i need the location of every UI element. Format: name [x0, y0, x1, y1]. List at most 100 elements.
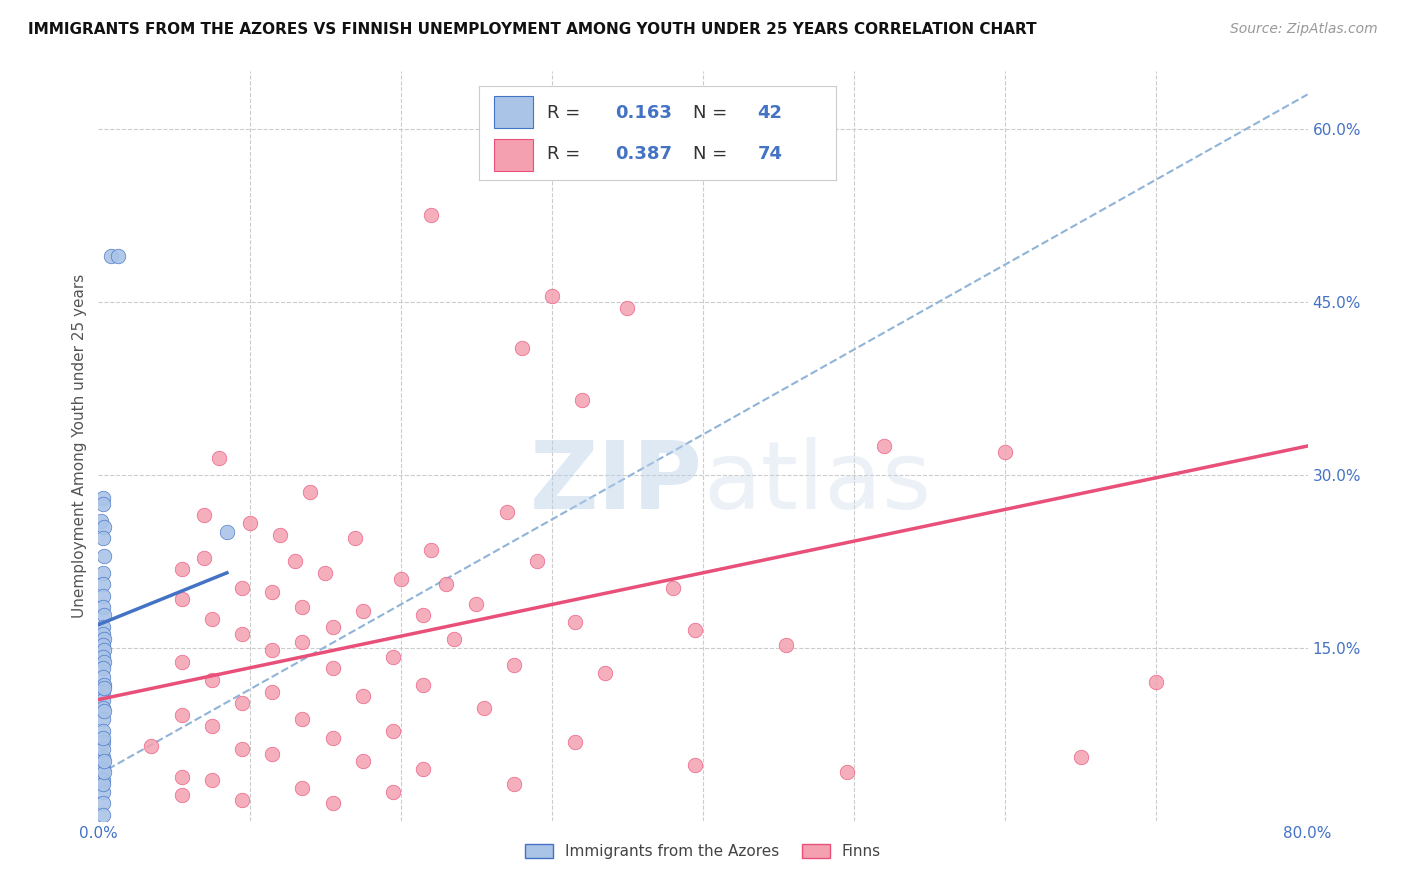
Point: [291, 781, 314, 796]
Point: [91, 692, 114, 706]
Point: [775, 639, 797, 653]
Text: ZIP: ZIP: [530, 437, 703, 530]
Point: [299, 485, 322, 500]
Point: [382, 785, 405, 799]
Point: [269, 528, 291, 542]
Point: [170, 655, 193, 669]
Point: [215, 525, 238, 540]
Point: [495, 505, 517, 519]
Point: [503, 777, 526, 791]
Point: [420, 209, 443, 223]
Point: [291, 712, 314, 726]
Point: [231, 742, 253, 756]
Point: [93, 519, 115, 533]
Point: [91, 723, 114, 738]
Point: [239, 516, 262, 531]
Point: [91, 589, 114, 603]
Point: [1070, 750, 1092, 764]
Point: [994, 444, 1017, 458]
Point: [571, 392, 593, 407]
Point: [93, 765, 115, 780]
Point: [91, 797, 114, 811]
Point: [93, 754, 115, 768]
Point: [1144, 675, 1167, 690]
Point: [420, 542, 443, 557]
Point: [208, 450, 231, 465]
Point: [692, 104, 714, 119]
Point: [91, 497, 114, 511]
Point: [91, 620, 114, 634]
Point: [593, 666, 616, 681]
Point: [526, 554, 548, 568]
Point: [540, 289, 562, 303]
Point: [91, 773, 114, 788]
Point: [231, 793, 253, 807]
Point: [564, 735, 586, 749]
Point: [91, 700, 114, 714]
Point: [262, 585, 284, 599]
Point: [93, 681, 115, 695]
Point: [91, 661, 114, 675]
Point: [685, 624, 707, 638]
Legend: Immigrants from the Azores, Finns: Immigrants from the Azores, Finns: [519, 838, 887, 865]
Point: [835, 765, 858, 780]
Point: [170, 592, 193, 607]
Point: [93, 632, 115, 646]
Text: Source: ZipAtlas.com: Source: ZipAtlas.com: [1230, 22, 1378, 37]
Point: [322, 661, 344, 675]
Point: [465, 597, 488, 611]
Y-axis label: Unemployment Among Youth under 25 years: Unemployment Among Youth under 25 years: [72, 274, 87, 618]
Point: [231, 581, 253, 595]
Point: [661, 581, 683, 595]
Point: [93, 643, 115, 657]
Point: [434, 577, 457, 591]
Point: [873, 439, 896, 453]
Point: [91, 742, 114, 756]
Point: [564, 615, 586, 630]
Point: [685, 758, 707, 772]
Point: [262, 643, 284, 657]
Point: [193, 550, 215, 565]
Point: [291, 635, 314, 649]
Point: [91, 712, 114, 726]
Point: [91, 566, 114, 580]
Point: [91, 731, 114, 745]
Point: [91, 750, 114, 764]
Point: [93, 704, 115, 718]
Point: [262, 747, 284, 761]
Point: [412, 762, 434, 776]
Point: [91, 735, 114, 749]
Point: [231, 696, 253, 710]
Point: [170, 789, 193, 803]
Point: [93, 678, 115, 692]
Point: [314, 566, 336, 580]
Point: [91, 684, 114, 698]
Point: [100, 249, 122, 263]
Point: [352, 604, 374, 618]
Point: [91, 785, 114, 799]
Text: atlas: atlas: [703, 437, 931, 530]
Point: [201, 773, 224, 788]
Point: [91, 669, 114, 683]
Point: [91, 649, 114, 664]
Point: [91, 491, 114, 505]
Point: [262, 684, 284, 698]
Point: [141, 739, 163, 753]
Point: [107, 249, 129, 263]
Point: [322, 731, 344, 745]
Point: [93, 655, 115, 669]
Point: [170, 562, 193, 576]
Point: [91, 577, 114, 591]
Point: [443, 632, 465, 646]
Point: [382, 649, 405, 664]
Point: [231, 627, 253, 641]
Point: [291, 600, 314, 615]
Text: IMMIGRANTS FROM THE AZORES VS FINNISH UNEMPLOYMENT AMONG YOUTH UNDER 25 YEARS CO: IMMIGRANTS FROM THE AZORES VS FINNISH UN…: [28, 22, 1036, 37]
Point: [91, 639, 114, 653]
Point: [93, 549, 115, 563]
Point: [412, 608, 434, 623]
Point: [284, 554, 307, 568]
Point: [412, 678, 434, 692]
Point: [322, 620, 344, 634]
Point: [91, 777, 114, 791]
